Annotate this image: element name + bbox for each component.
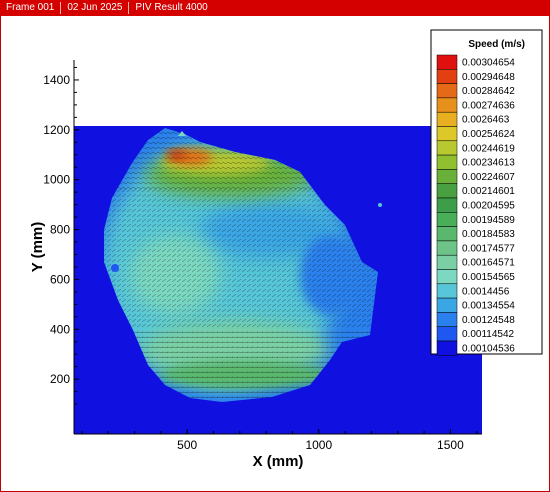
legend-label: 0.0026463 <box>462 115 510 126</box>
legend-label: 0.00234613 <box>462 158 515 169</box>
legend-swatch <box>436 340 458 356</box>
y-ticks: 200 400 600 800 1000 1200 1400 <box>43 66 79 405</box>
y-tick-label: 200 <box>50 372 70 386</box>
legend-swatch <box>436 54 458 70</box>
legend-swatch <box>436 97 458 113</box>
legend-label: 0.00244619 <box>462 143 515 154</box>
legend-label: 0.00214601 <box>462 186 515 197</box>
legend-label: 0.00224607 <box>462 172 515 183</box>
legend-swatch <box>436 140 458 156</box>
speed-contour-blob <box>104 128 382 402</box>
y-tick-label: 1200 <box>43 123 70 137</box>
x-tick-label: 1000 <box>305 438 332 452</box>
x-tick-label: 1500 <box>437 438 464 452</box>
header-separator <box>128 2 130 14</box>
legend-swatch <box>436 183 458 199</box>
result-label: PIV Result 4000 <box>135 2 208 13</box>
legend-swatch <box>436 111 458 127</box>
legend-swatch <box>436 283 458 299</box>
legend-label: 0.00274636 <box>462 100 515 111</box>
blob-bottom-band <box>160 361 330 389</box>
legend-label: 0.00164571 <box>462 258 515 269</box>
axes: 500 1000 1500 200 400 600 800 1000 1200 1400 X (… <box>29 60 482 470</box>
frame-label: Frame 001 <box>6 2 55 13</box>
legend-swatch <box>436 126 458 142</box>
date-label: 02 Jun 2025 <box>67 2 123 13</box>
legend-label: 0.00254624 <box>462 129 515 140</box>
x-ticks: 500 1000 1500 <box>81 429 478 452</box>
legend-label: 0.00124548 <box>462 315 515 326</box>
legend-swatch <box>436 69 458 84</box>
legend-swatch <box>436 269 458 285</box>
header-bar: Frame 001 02 Jun 2025 PIV Result 4000 <box>0 0 550 16</box>
legend-label: 0.00194589 <box>462 215 515 226</box>
legend-swatch <box>436 326 458 342</box>
x-tick-label: 500 <box>177 438 197 452</box>
legend-swatch <box>436 197 458 213</box>
x-axis-label: X (mm) <box>253 453 304 470</box>
legend-label: 0.00114542 <box>462 329 515 340</box>
legend-swatch <box>436 226 458 242</box>
legend-items: 0.00304654 0.00294648 0.00284642 0.00274636… <box>436 54 515 356</box>
top-spike <box>178 131 186 136</box>
y-tick-label: 400 <box>50 322 70 336</box>
legend-swatch <box>436 212 458 227</box>
y-axis-label: Y (mm) <box>29 222 46 273</box>
legend-label: 0.00174577 <box>462 243 515 254</box>
header-separator <box>60 2 62 14</box>
right-speck <box>378 203 382 207</box>
legend-label: 0.0014456 <box>462 286 510 297</box>
legend-label: 0.00204595 <box>462 201 515 212</box>
left-spot <box>111 264 119 272</box>
legend-label: 0.00134554 <box>462 301 515 312</box>
y-tick-label: 600 <box>50 272 70 286</box>
y-tick-label: 1400 <box>43 73 70 87</box>
legend-title: Speed (m/s) <box>468 39 525 50</box>
legend-label: 0.00184583 <box>462 229 515 240</box>
legend-label: 0.00154565 <box>462 272 515 283</box>
legend-swatch <box>436 297 458 313</box>
legend-swatch <box>436 312 458 327</box>
legend-swatch <box>436 254 458 270</box>
legend-label: 0.00294648 <box>462 72 515 83</box>
legend-swatch <box>436 83 458 99</box>
color-legend: Speed (m/s) 0.00304654 0.00294648 0.002846… <box>430 29 543 356</box>
y-tick-label: 800 <box>50 223 70 237</box>
legend-swatch <box>436 154 458 170</box>
legend-label: 0.00284642 <box>462 86 515 97</box>
legend-swatch <box>436 169 458 184</box>
y-tick-label: 1000 <box>43 173 70 187</box>
legend-swatch <box>436 240 458 256</box>
legend-label: 0.00304654 <box>462 58 515 69</box>
legend-label: 0.00104536 <box>462 344 515 355</box>
blob-peak-core <box>167 150 185 160</box>
